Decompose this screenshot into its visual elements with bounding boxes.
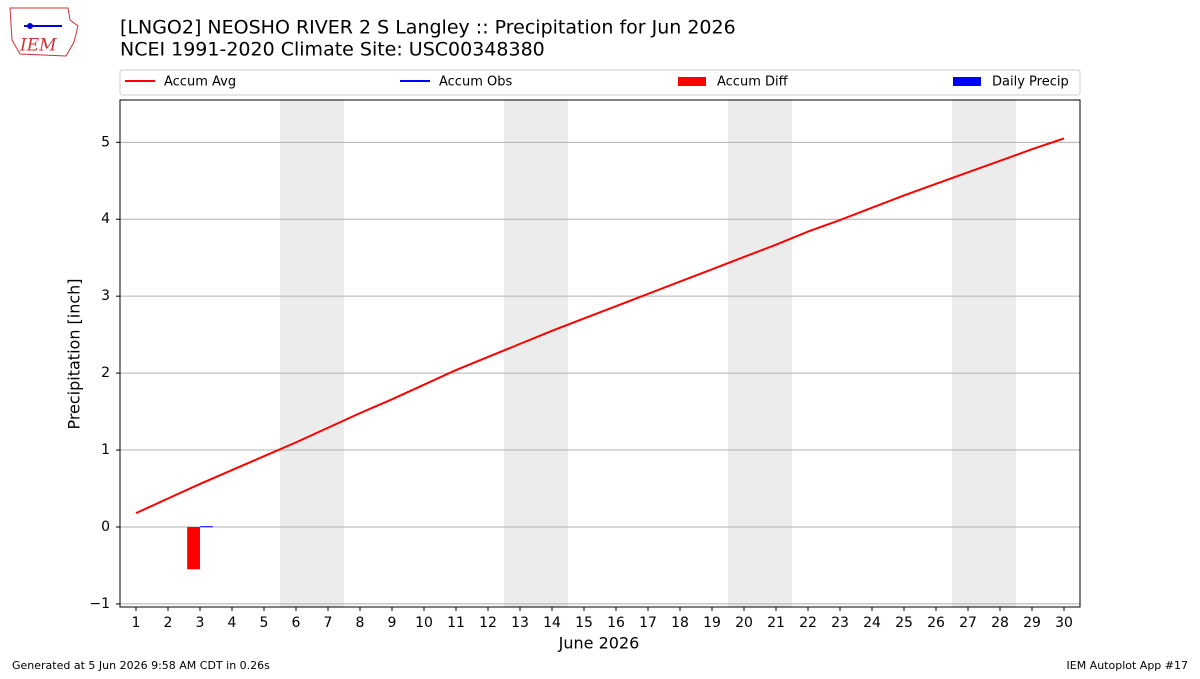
legend-label: Daily Precip bbox=[992, 75, 1069, 90]
line bbox=[135, 137, 1065, 515]
y-tick-label: 3 bbox=[101, 288, 110, 304]
x-tick-label: 8 bbox=[356, 615, 365, 631]
x-tick-label: 30 bbox=[1055, 615, 1073, 631]
y-axis-label: Precipitation [inch] bbox=[65, 278, 84, 429]
logo: IEM bbox=[9, 7, 79, 57]
x-tick-label: 23 bbox=[831, 615, 849, 631]
x-tick-label: 29 bbox=[1023, 615, 1041, 631]
x-tick-label: 21 bbox=[767, 615, 785, 631]
x-tick-label: 1 bbox=[132, 615, 141, 631]
x-tick-label: 20 bbox=[735, 615, 753, 631]
x-tick-label: 2 bbox=[164, 615, 173, 631]
x-tick-label: 26 bbox=[927, 615, 945, 631]
x-tick-label: 12 bbox=[479, 615, 497, 631]
x-tick-label: 27 bbox=[959, 615, 977, 631]
x-tick-label: 9 bbox=[388, 615, 397, 631]
bar bbox=[187, 526, 200, 570]
chart-title: [LNGO2] NEOSHO RIVER 2 S Langley :: Prec… bbox=[120, 17, 736, 39]
x-tick-label: 28 bbox=[991, 615, 1009, 631]
y-tick-label: −1 bbox=[89, 596, 110, 612]
x-tick-label: 22 bbox=[799, 615, 817, 631]
legend-label: Accum Diff bbox=[717, 75, 789, 90]
x-tick-label: 24 bbox=[863, 615, 881, 631]
x-tick-label: 18 bbox=[671, 615, 689, 631]
footer-left: Generated at 5 Jun 2026 9:58 AM CDT in 0… bbox=[12, 659, 270, 672]
weekend-band bbox=[728, 100, 792, 607]
plot-frame bbox=[119, 99, 1081, 608]
weekend-band bbox=[280, 100, 344, 607]
y-tick-label: 4 bbox=[101, 211, 110, 227]
x-tick-label: 10 bbox=[415, 615, 433, 631]
x-tick-label: 15 bbox=[575, 615, 593, 631]
bar bbox=[200, 526, 213, 528]
legend-label: Accum Avg bbox=[164, 75, 236, 90]
x-tick-label: 13 bbox=[511, 615, 529, 631]
x-tick-label: 16 bbox=[607, 615, 625, 631]
legend-swatch bbox=[953, 77, 981, 86]
legend bbox=[119, 69, 1081, 96]
x-tick-label: 19 bbox=[703, 615, 721, 631]
logo-text: IEM bbox=[19, 36, 57, 56]
x-tick-label: 25 bbox=[895, 615, 913, 631]
x-tick-label: 6 bbox=[292, 615, 301, 631]
legend-label: Accum Obs bbox=[439, 75, 512, 90]
y-tick-label: 0 bbox=[101, 519, 110, 535]
weekend-band bbox=[952, 100, 1016, 607]
x-tick-label: 4 bbox=[228, 615, 237, 631]
y-tick-label: 1 bbox=[101, 442, 110, 458]
legend-swatch bbox=[678, 77, 706, 86]
footer-right: IEM Autoplot App #17 bbox=[1067, 659, 1189, 672]
chart-subtitle: NCEI 1991-2020 Climate Site: USC00348380 bbox=[120, 39, 545, 61]
x-tick-label: 3 bbox=[196, 615, 205, 631]
x-tick-label: 5 bbox=[260, 615, 269, 631]
weekend-band bbox=[504, 100, 568, 607]
y-tick-label: 2 bbox=[101, 365, 110, 381]
x-tick-label: 11 bbox=[447, 615, 465, 631]
y-tick-label: 5 bbox=[101, 134, 110, 150]
x-axis-label: June 2026 bbox=[558, 634, 640, 653]
x-tick-label: 7 bbox=[324, 615, 333, 631]
x-tick-label: 14 bbox=[543, 615, 561, 631]
x-tick-label: 17 bbox=[639, 615, 657, 631]
